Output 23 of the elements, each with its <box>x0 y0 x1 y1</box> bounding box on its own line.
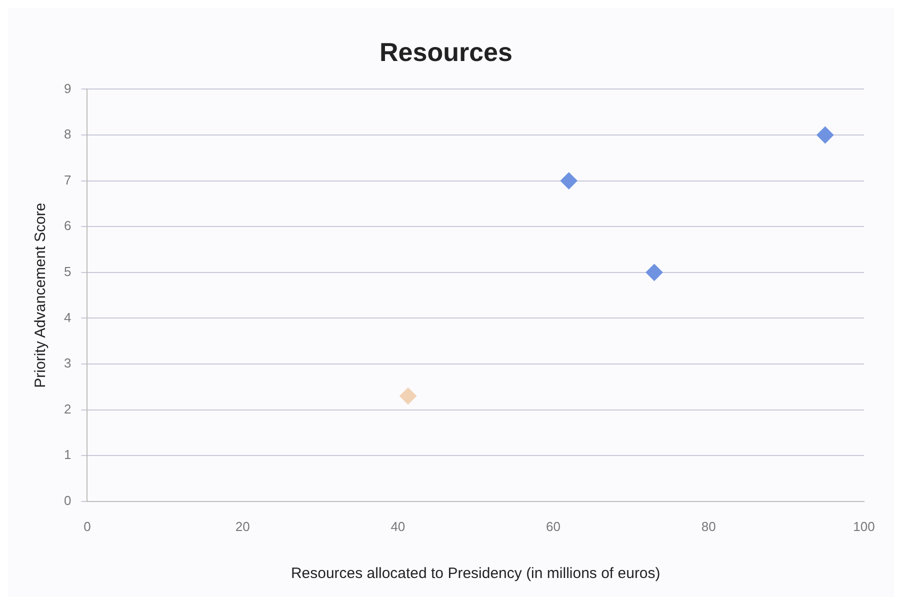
point <box>560 172 578 190</box>
x-tick-label: 60 <box>546 518 561 534</box>
y-tick-label: 1 <box>64 447 72 462</box>
x-tick-label: 100 <box>853 518 875 534</box>
x-tick-label: 0 <box>84 518 91 534</box>
point <box>816 126 834 144</box>
x-axis-title: Resources allocated to Presidency (in millions of euros) <box>290 565 660 582</box>
y-tick-label: 0 <box>64 492 72 508</box>
y-tick-label: 8 <box>64 126 72 142</box>
y-tick-label: 9 <box>64 80 72 96</box>
y-tick-label: 7 <box>64 172 72 188</box>
y-tick-label: 2 <box>64 401 72 416</box>
point <box>646 264 663 281</box>
y-tick-label: 4 <box>64 310 72 325</box>
x-tick-label: 40 <box>390 518 406 534</box>
y-tick-label: 3 <box>64 356 72 371</box>
y-axis-title: Priority Advancement Score <box>32 202 50 388</box>
chart-title: Resources <box>380 36 512 67</box>
x-tick-label: 20 <box>235 518 250 534</box>
y-tick-label: 6 <box>64 218 72 234</box>
point <box>400 388 417 405</box>
x-tick-label: 80 <box>701 518 716 534</box>
y-tick-label: 5 <box>64 264 72 279</box>
